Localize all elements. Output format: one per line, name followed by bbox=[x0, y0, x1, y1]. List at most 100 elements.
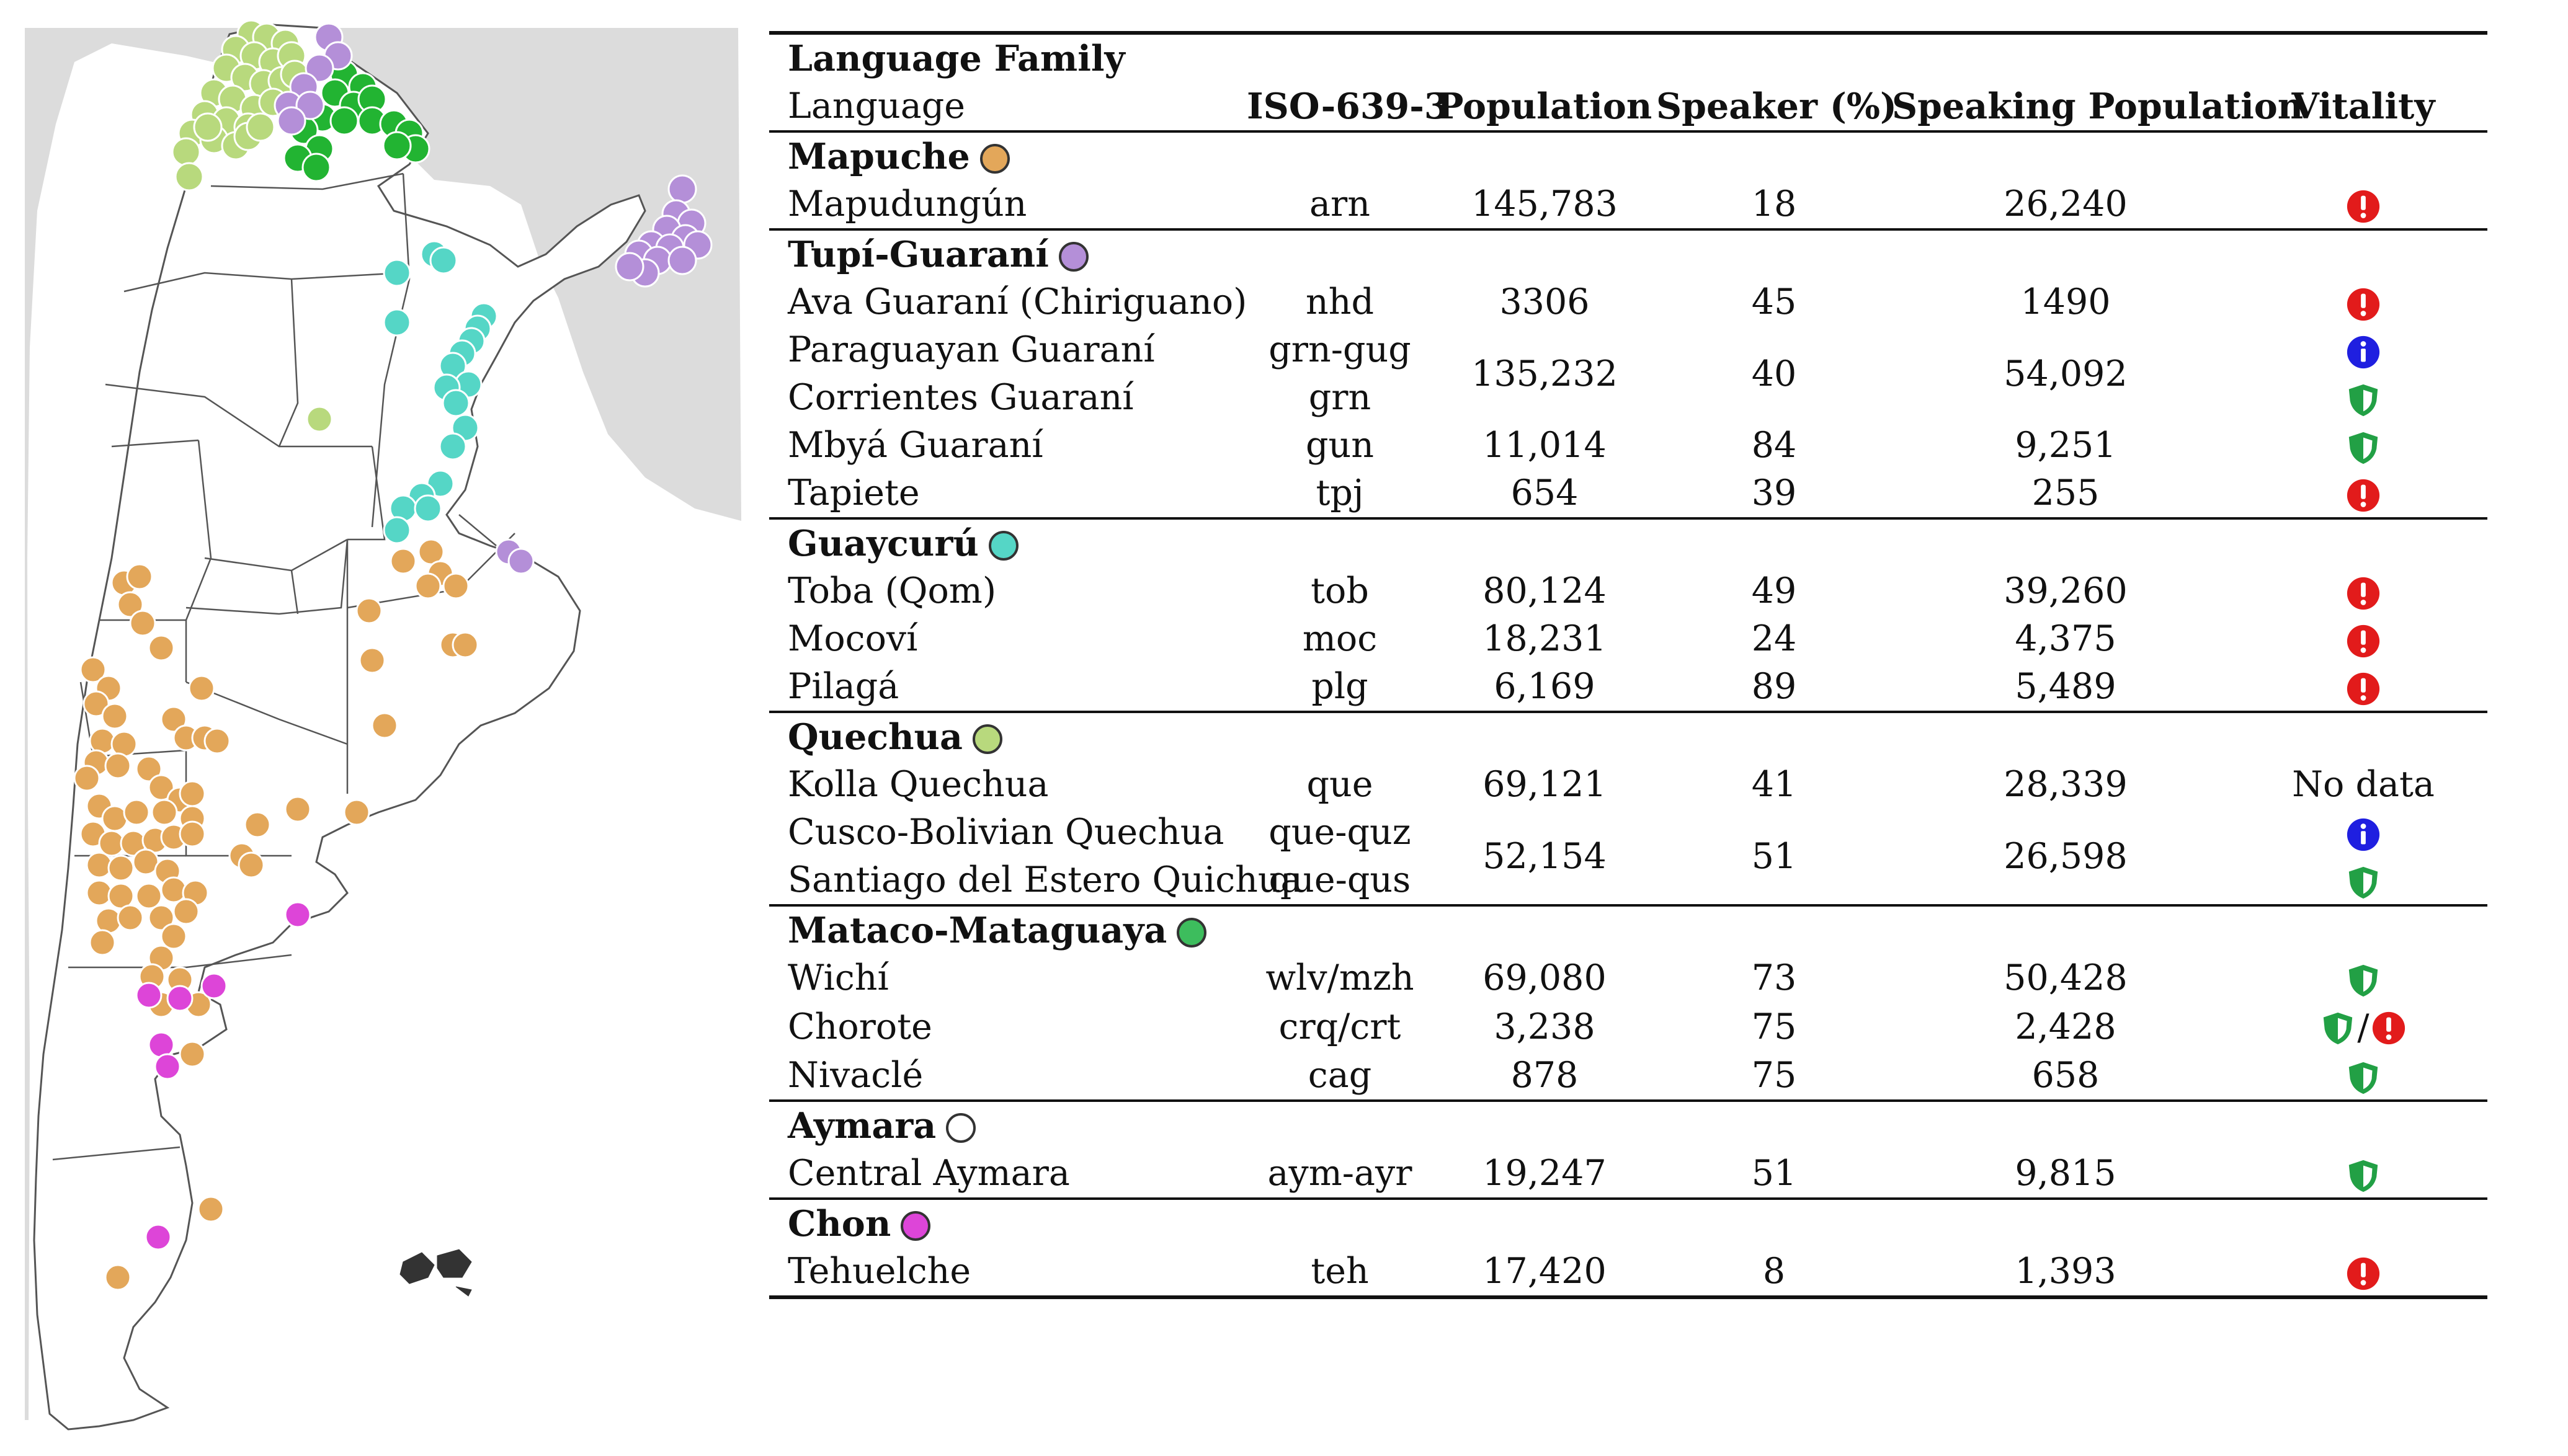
table-row: Chorote crq/crt 3,238 75 2,428 / bbox=[769, 1002, 2487, 1052]
vitality-cell bbox=[2239, 663, 2487, 712]
table-row: Corrientes Guaraní grn bbox=[769, 374, 2487, 422]
speaking-population: 26,598 bbox=[2004, 835, 2128, 877]
guaycuru-markers bbox=[383, 240, 498, 544]
danger-icon bbox=[2347, 1258, 2380, 1290]
danger-icon bbox=[2347, 190, 2380, 223]
family-name: Mapuche bbox=[769, 131, 1247, 180]
family-label: Mapuche bbox=[788, 136, 970, 177]
family-label: Guaycurú bbox=[788, 523, 979, 564]
iso-code: grn bbox=[1308, 377, 1371, 418]
vitality-cell bbox=[2239, 374, 2487, 422]
shield-icon bbox=[2348, 964, 2378, 997]
language-name: Wichí bbox=[788, 957, 889, 998]
quechua-markers bbox=[171, 19, 333, 433]
language-name: Mbyá Guaraní bbox=[788, 425, 1043, 466]
header-language: Language bbox=[769, 82, 1247, 133]
vitality-cell bbox=[2239, 856, 2487, 905]
neighbor-land bbox=[25, 28, 741, 1420]
table-row: Tehuelche teh 17,420 8 1,393 bbox=[769, 1248, 2487, 1300]
family-color-dot bbox=[972, 724, 1002, 754]
iso-code: aym-ayr bbox=[1267, 1153, 1412, 1194]
speaker-pct: 75 bbox=[1751, 1055, 1797, 1096]
shield-icon bbox=[2348, 1160, 2378, 1192]
family-name: Tupí-Guaraní bbox=[769, 228, 1247, 278]
language-name: Ava Guaraní (Chiriguano) bbox=[788, 282, 1247, 322]
chon-markers bbox=[135, 901, 311, 1251]
vitality-cell bbox=[2239, 422, 2487, 469]
iso-code: wlv/mzh bbox=[1265, 957, 1414, 998]
table-row: Central Aymara aym-ayr 19,247 51 9,815 bbox=[769, 1150, 2487, 1199]
family-color-dot bbox=[1177, 918, 1207, 948]
population: 11,014 bbox=[1482, 425, 1607, 466]
speaking-population: 54,092 bbox=[2004, 353, 2128, 394]
table-row: Pilagá plg 6,169 89 5,489 bbox=[769, 663, 2487, 712]
vitality-cell bbox=[2239, 615, 2487, 663]
iso-code: gun bbox=[1306, 425, 1374, 466]
family-color-dot bbox=[1058, 242, 1089, 272]
language-name: Tehuelche bbox=[769, 1248, 1247, 1300]
table-row: Santiago del Estero Quichua que-qus bbox=[769, 856, 2487, 905]
population: 17,420 bbox=[1433, 1248, 1656, 1300]
speaker-pct: 73 bbox=[1751, 957, 1797, 998]
danger-icon bbox=[2347, 479, 2380, 512]
speaker-pct: 75 bbox=[1751, 1006, 1797, 1047]
speaking-population: 2,428 bbox=[2015, 1006, 2116, 1047]
population: 145,783 bbox=[1471, 184, 1618, 224]
population: 19,247 bbox=[1482, 1153, 1607, 1194]
danger-icon bbox=[2372, 1011, 2405, 1045]
speaking-population: 28,339 bbox=[2004, 764, 2128, 805]
family-label: Tupí-Guaraní bbox=[788, 234, 1049, 275]
language-name: Central Aymara bbox=[788, 1153, 1070, 1194]
danger-icon bbox=[2347, 288, 2380, 321]
info-icon bbox=[2347, 335, 2380, 369]
family-color-dot bbox=[946, 1113, 976, 1143]
header-iso: ISO-639-3 bbox=[1247, 82, 1449, 133]
population: 6,169 bbox=[1494, 666, 1595, 707]
language-name: Toba (Qom) bbox=[788, 570, 997, 611]
iso-code: teh bbox=[1247, 1248, 1433, 1300]
mapuche-markers bbox=[73, 538, 479, 1291]
vitality-cell bbox=[2239, 1052, 2487, 1101]
family-name: Chon bbox=[769, 1197, 1247, 1248]
speaker-pct: 24 bbox=[1751, 618, 1797, 659]
speaking-population: 39,260 bbox=[2004, 570, 2128, 611]
family-name: Mataco-Mataguaya bbox=[769, 904, 1247, 954]
family-label: Mataco-Mataguaya bbox=[788, 910, 1167, 951]
vitality-cell bbox=[2239, 809, 2487, 856]
header-speaker-pct: Speaker (%) bbox=[1656, 82, 1897, 133]
language-name: Chorote bbox=[788, 1006, 932, 1047]
language-name: Paraguayan Guaraní bbox=[788, 329, 1155, 370]
language-name: Corrientes Guaraní bbox=[788, 377, 1134, 418]
family-name: Quechua bbox=[769, 711, 1247, 761]
table-row: Kolla Quechua que 69,121 41 28,339 No data bbox=[769, 761, 2487, 809]
speaker-pct: 39 bbox=[1751, 473, 1797, 513]
danger-icon bbox=[2347, 624, 2380, 658]
speaking-population: 4,375 bbox=[2015, 618, 2116, 659]
speaking-population: 5,489 bbox=[2015, 666, 2116, 707]
family-color-dot bbox=[901, 1211, 931, 1241]
iso-code: cag bbox=[1308, 1055, 1372, 1096]
header-family: Language Family bbox=[769, 31, 1247, 82]
iso-code: que-qus bbox=[1268, 859, 1411, 900]
iso-code: crq/crt bbox=[1278, 1006, 1401, 1047]
header-speaking-population: Speaking Population bbox=[1892, 82, 2303, 133]
speaking-population: 255 bbox=[2031, 473, 2100, 513]
iso-code: que bbox=[1306, 764, 1373, 805]
speaking-population: 658 bbox=[2031, 1055, 2100, 1096]
family-color-dot bbox=[988, 531, 1019, 561]
speaker-pct: 45 bbox=[1751, 282, 1797, 322]
speaker-pct: 84 bbox=[1751, 425, 1797, 466]
table-row: Mbyá Guaraní gun 11,014 84 9,251 bbox=[769, 422, 2487, 469]
header-population: Population bbox=[1433, 82, 1656, 133]
language-name: Nivaclé bbox=[788, 1055, 924, 1096]
iso-code: que-quz bbox=[1268, 812, 1411, 853]
language-name: Santiago del Estero Quichua bbox=[788, 859, 1302, 900]
falkland-islands bbox=[399, 1249, 472, 1297]
table-row: Cusco-Bolivian Quechua que-quz 52,154 51 26,… bbox=[769, 809, 2487, 877]
speaker-pct: 89 bbox=[1751, 666, 1797, 707]
iso-code: grn-gug bbox=[1268, 329, 1411, 370]
speaking-population: 1490 bbox=[2020, 282, 2111, 322]
population: 80,124 bbox=[1482, 570, 1607, 611]
speaker-pct: 51 bbox=[1751, 1153, 1797, 1194]
info-icon bbox=[2347, 818, 2380, 851]
